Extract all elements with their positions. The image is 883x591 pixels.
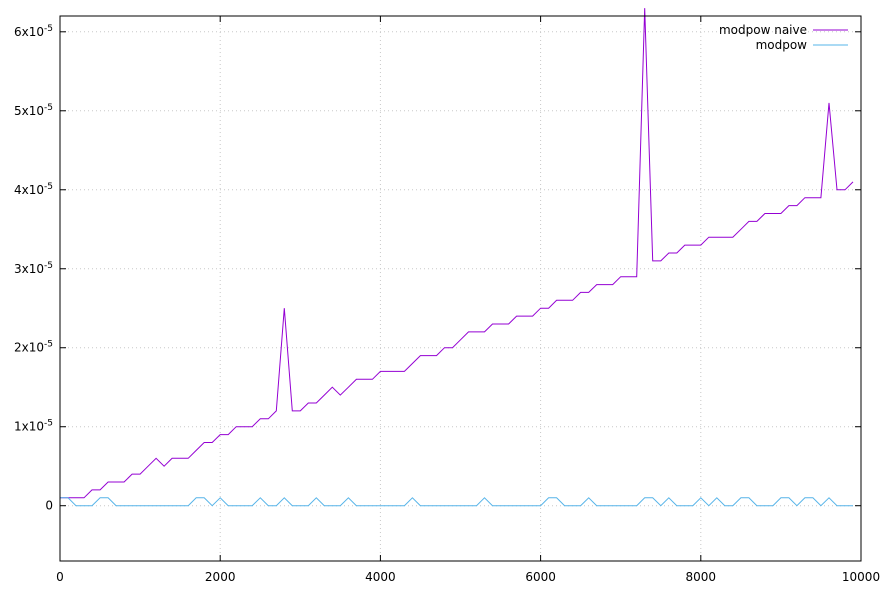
x-tick-label: 0 bbox=[56, 570, 64, 584]
legend-label: modpow naive bbox=[719, 23, 807, 37]
series-lines bbox=[60, 8, 854, 507]
legend-label: modpow bbox=[756, 38, 808, 52]
y-tick-mantissa: 6x10 bbox=[14, 25, 44, 39]
y-tick-label: 1x10-5 bbox=[14, 419, 53, 434]
y-tick-label: 2x10-5 bbox=[14, 340, 53, 355]
y-tick-mantissa: 2x10 bbox=[14, 341, 44, 355]
y-tick-label: 5x10-5 bbox=[14, 103, 53, 118]
y-tick-label: 6x10-5 bbox=[14, 24, 53, 39]
x-tick-label: 8000 bbox=[686, 570, 717, 584]
y-tick-exponent: -5 bbox=[44, 24, 53, 34]
x-tick-label: 10000 bbox=[842, 570, 880, 584]
y-tick-exponent: -5 bbox=[44, 103, 53, 113]
y-tick-mantissa: 1x10 bbox=[14, 420, 44, 434]
y-tick-label: 4x10-5 bbox=[14, 182, 53, 197]
y-tick-mantissa: 0 bbox=[45, 499, 53, 513]
y-tick-label: 0 bbox=[45, 499, 53, 513]
x-tick-label: 6000 bbox=[525, 570, 556, 584]
axis-ticks: 0 2000 4000 6000 8000 1000001x10-52x10-53x10-… bbox=[14, 16, 880, 584]
series-line-modpow bbox=[60, 497, 853, 507]
y-tick-exponent: -5 bbox=[44, 419, 53, 429]
y-tick-mantissa: 5x10 bbox=[14, 104, 44, 118]
y-tick-mantissa: 4x10 bbox=[14, 183, 44, 197]
plot-border bbox=[59, 15, 862, 562]
y-tick-exponent: -5 bbox=[44, 182, 53, 192]
grid-lines bbox=[60, 16, 861, 561]
series-line-modpow-naive bbox=[60, 8, 854, 499]
x-tick-label: 4000 bbox=[365, 570, 396, 584]
y-tick-mantissa: 3x10 bbox=[14, 262, 44, 276]
y-tick-exponent: -5 bbox=[44, 261, 53, 271]
y-tick-label: 3x10-5 bbox=[14, 261, 53, 276]
y-tick-exponent: -5 bbox=[44, 340, 53, 350]
x-tick-label: 2000 bbox=[205, 570, 236, 584]
